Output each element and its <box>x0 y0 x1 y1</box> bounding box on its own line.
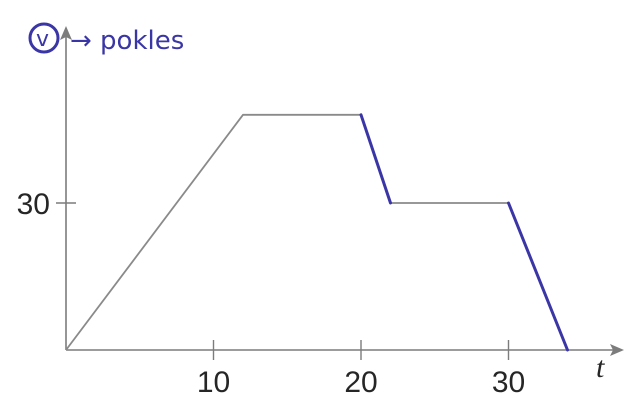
y-axis-label: v <box>36 27 49 52</box>
highlighted-segment <box>359 113 392 205</box>
series-line <box>65 113 569 351</box>
x-axis-arrow <box>610 344 624 356</box>
ticks: 10 20 30 30 <box>17 188 526 394</box>
x-axis-label: t <box>596 351 605 384</box>
handwritten-marks <box>359 113 569 352</box>
y-axis-arrow <box>60 26 72 40</box>
x-tick-label: 30 <box>492 366 525 394</box>
x-tick-label: 20 <box>344 366 377 394</box>
highlighted-segment <box>507 201 569 352</box>
y-axis-label-circle <box>28 22 60 54</box>
series-lines <box>65 113 569 351</box>
axes <box>60 26 624 356</box>
y-axis-label-circled: v <box>28 22 60 54</box>
handwritten-annotation: → pokles <box>70 26 184 56</box>
y-tick-label: 30 <box>17 188 50 221</box>
x-tick-label: 10 <box>197 366 230 394</box>
